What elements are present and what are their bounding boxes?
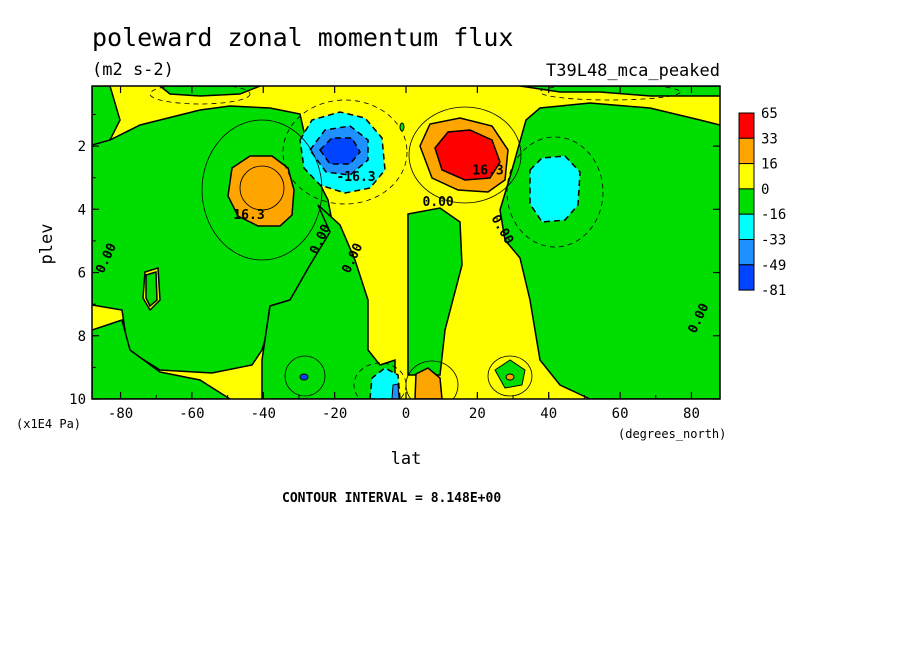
fill-band-neg-bottom-blue: [391, 383, 400, 399]
legend-level-label: -33: [761, 233, 786, 249]
y-tick-label: 2: [78, 139, 86, 155]
legend-level-label: -81: [761, 283, 786, 299]
y-tick-label: 6: [78, 266, 86, 282]
fill-band-top-strip-left: [158, 86, 261, 97]
contour-label: 16.3: [233, 208, 264, 223]
fill-band-neg-sh-deepblue: [319, 137, 361, 165]
fill-band-neg-nh-cyan: [529, 155, 581, 223]
fill-band-pos-bottom-orange: [414, 367, 443, 399]
negative-contour-lines: [149, 86, 681, 399]
contour-field: [92, 86, 720, 399]
legend-level-label: 16: [761, 157, 778, 173]
color-legend: 65 33 16 0 -16 -33 -49 -81: [738, 106, 786, 299]
run-label: T39L48_mca_peaked: [546, 61, 720, 81]
legend-level-label: -16: [761, 207, 786, 223]
x-tick-label: -60: [179, 406, 204, 422]
x-axis-label: lat: [391, 449, 422, 469]
y-tick-label: 8: [78, 329, 86, 345]
legend-swatch: [738, 163, 755, 190]
y-axis-units: (x1E4 Pa): [16, 417, 81, 431]
contour-label: -16.3: [336, 170, 375, 185]
fill-band-neg-eq-column: [407, 207, 463, 376]
legend-swatch: [738, 264, 755, 291]
legend-level-label: 33: [761, 131, 778, 147]
fill-band-neg-bottom-left: [92, 319, 232, 399]
fill-band-neg-upper-left-edge: [92, 86, 121, 146]
legend-swatch: [738, 188, 755, 215]
fill-band-pos-sh-max: [227, 155, 295, 227]
legend-level-label: 0: [761, 182, 769, 198]
contour-label: 0.00: [422, 195, 453, 210]
x-tick-label: -40: [251, 406, 276, 422]
y-tick-label: 4: [78, 202, 86, 218]
legend-level-label: 65: [761, 106, 778, 122]
legend-swatch: [738, 239, 755, 266]
y-axis-label: plev: [37, 224, 57, 265]
fill-band-neg-central-column: [261, 204, 396, 399]
chart-title: poleward zonal momentum flux: [92, 23, 513, 52]
x-axis-units: (degrees_north): [618, 427, 726, 441]
x-axis: -80 -60 -40 -20 0 20 40 60 80: [108, 86, 700, 422]
y-tick-label: 10: [69, 392, 86, 408]
x-tick-label: -80: [108, 406, 133, 422]
x-tick-label: 60: [612, 406, 629, 422]
small-contour-markers: [299, 122, 515, 381]
legend-swatch: [738, 137, 755, 165]
contour-label: 16.3: [472, 164, 503, 179]
legend-swatch: [738, 112, 755, 139]
contour-interval-note: CONTOUR INTERVAL = 8.148E+00: [282, 491, 501, 506]
x-tick-label: 40: [540, 406, 557, 422]
fill-band-neg-small-island: [145, 271, 158, 308]
x-tick-label: 80: [683, 406, 700, 422]
x-tick-label: -20: [322, 406, 347, 422]
fill-band-pos-nh-red: [434, 129, 501, 181]
legend-level-label: -49: [761, 258, 786, 274]
chart-subtitle: (m2 s-2): [92, 60, 174, 80]
legend-swatch: [738, 213, 755, 240]
y-axis: 2 4 6 8 10: [69, 113, 720, 408]
x-tick-label: 20: [469, 406, 486, 422]
positive-contour-lines: [201, 106, 533, 399]
x-tick-label: 0: [402, 406, 410, 422]
